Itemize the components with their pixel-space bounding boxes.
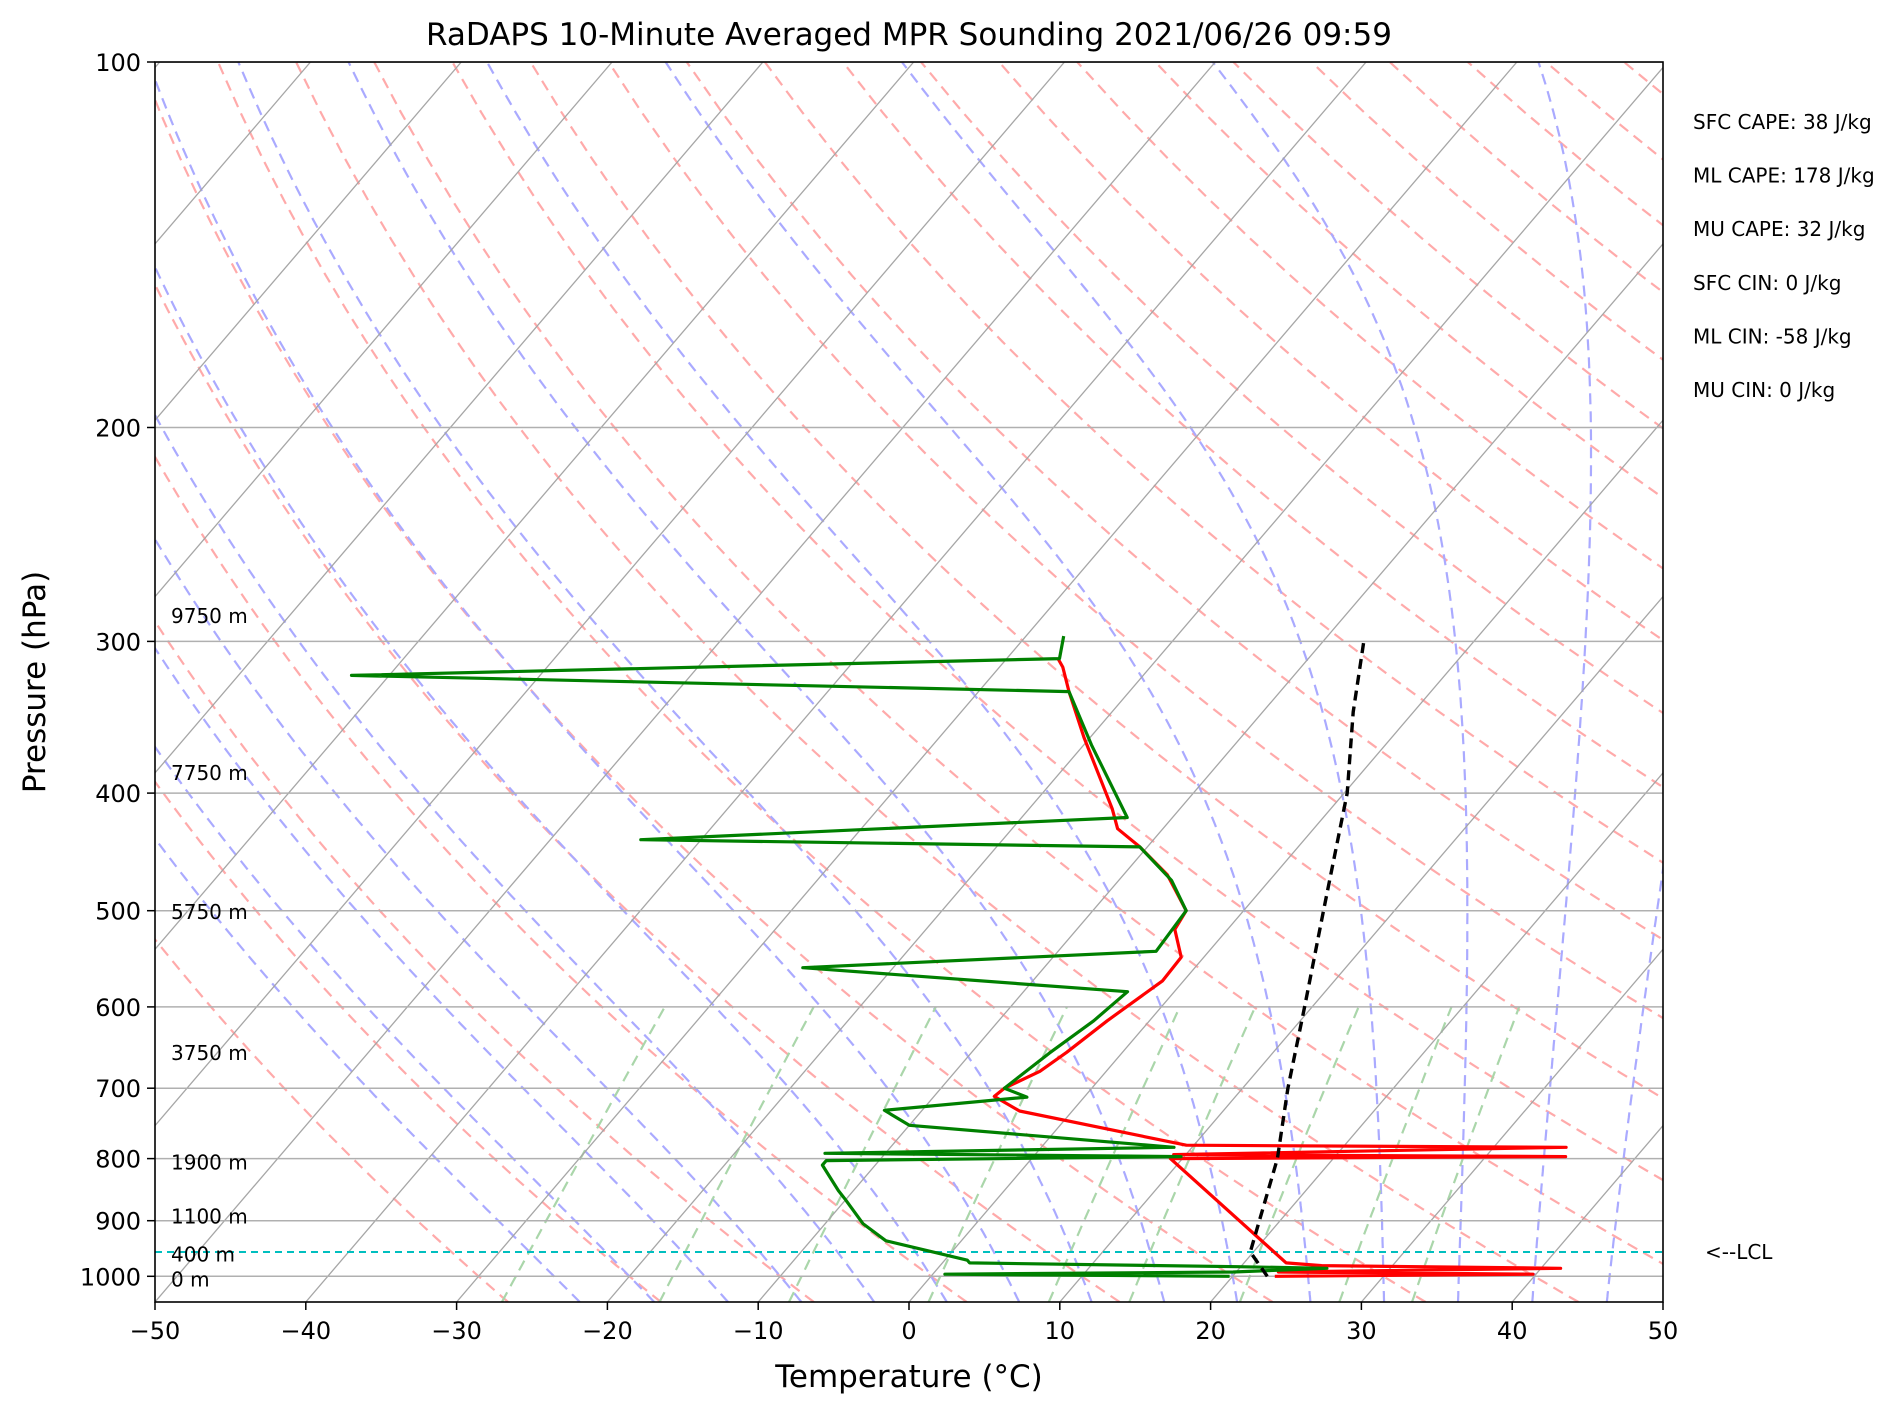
height-label: 1900 m [171, 1151, 248, 1175]
isotherm [155, 62, 462, 422]
y-axis: 100 200 300 400 500 600 700 800 900 1000 [80, 49, 155, 1291]
isotherm [1210, 771, 1663, 1302]
lcl-label: <--LCL [1705, 1240, 1773, 1264]
height-label: 9750 m [171, 604, 248, 628]
mixing-ratio-line [1128, 1006, 1257, 1302]
mixing-ratio-line [1410, 1006, 1521, 1302]
height-label: 1100 m [171, 1205, 248, 1229]
y-tick-label: 100 [95, 49, 141, 77]
dry-adiabat [373, 62, 1663, 1266]
dry-adiabat [155, 96, 1274, 1302]
dry-adiabat [155, 937, 509, 1302]
height-label: 0 m [171, 1267, 210, 1291]
y-axis-label: Pressure (hPa) [17, 571, 53, 793]
moist-adiabat [664, 62, 1312, 1302]
moist-adiabat [1531, 62, 1593, 1302]
isotherm [155, 62, 764, 774]
height-label: 3750 m [171, 1041, 248, 1065]
mixing-ratio-line [788, 1006, 937, 1302]
y-tick-label: 500 [95, 898, 141, 926]
dry-adiabat [216, 62, 1427, 1302]
moist-adiabat [155, 537, 803, 1302]
isotherm [155, 62, 1065, 1127]
moist-adiabat [237, 62, 1093, 1302]
isotherm [155, 62, 915, 951]
dry-adiabat [155, 779, 662, 1302]
stat-line: SFC CIN: 0 J/kg [1693, 271, 1841, 295]
isotherm [757, 242, 1663, 1302]
parcel-path-line [1248, 641, 1366, 1278]
stat-line: MU CIN: 0 J/kg [1693, 378, 1835, 402]
dry-adiabat [295, 62, 1580, 1302]
moist-adiabat [155, 836, 581, 1302]
isotherm [155, 62, 613, 598]
stat-line: ML CAPE: 178 J/kg [1693, 164, 1875, 188]
moist-adiabat [155, 412, 876, 1302]
mixing-ratio-line [1238, 1006, 1360, 1302]
isotherm [908, 419, 1663, 1302]
isotherm [1360, 948, 1663, 1302]
x-tick-label: 0 [901, 1317, 916, 1345]
y-tick-label: 600 [95, 994, 141, 1022]
x-axis: −50 −40 −30 −20 −10 0 10 20 30 40 50 [130, 1302, 1679, 1345]
moist-adiabat [1211, 62, 1469, 1302]
x-tick-label: −30 [431, 1317, 482, 1345]
dry-adiabat [842, 62, 1663, 789]
moist-adiabat [155, 745, 655, 1302]
y-tick-label: 900 [95, 1208, 141, 1236]
y-tick-label: 300 [95, 628, 141, 656]
dry-adiabat [685, 62, 1663, 941]
sounding-profiles [349, 635, 1568, 1278]
y-tick-label: 400 [95, 780, 141, 808]
x-tick-label: −50 [130, 1317, 181, 1345]
y-tick-label: 200 [95, 415, 141, 443]
x-tick-label: 10 [1045, 1317, 1076, 1345]
isotherm [606, 66, 1663, 1302]
moist-adiabat [155, 646, 729, 1302]
dry-adiabat [451, 62, 1663, 1182]
y-tick-label: 800 [95, 1146, 141, 1174]
moist-adiabat [486, 62, 1239, 1302]
isotherm [1059, 595, 1663, 1302]
mixing-ratio-line [927, 1006, 1068, 1302]
dry-adiabat [998, 62, 1663, 642]
mixing-ratio-line [1338, 1006, 1453, 1302]
isotherm [305, 62, 1367, 1302]
x-tick-label: 50 [1648, 1317, 1679, 1345]
lcl-group: <--LCL [155, 1240, 1773, 1264]
y-tick-label: 700 [95, 1075, 141, 1103]
x-tick-label: −40 [280, 1317, 331, 1345]
stat-line: SFC CAPE: 38 J/kg [1693, 110, 1872, 134]
x-tick-label: −10 [733, 1317, 784, 1345]
x-tick-label: 20 [1195, 1317, 1226, 1345]
height-label: 7750 m [171, 761, 248, 785]
x-tick-label: 40 [1497, 1317, 1528, 1345]
dry-adiabat [155, 454, 968, 1302]
mixing-ratio-line [500, 1006, 666, 1302]
height-label: 400 m [171, 1243, 235, 1267]
height-labels: 9750 m 7750 m 5750 m 3750 m 1900 m 1100 m 400 … [171, 604, 248, 1291]
isotherm [456, 62, 1518, 1302]
stat-line: MU CAPE: 32 J/kg [1693, 217, 1865, 241]
chart-title: RaDAPS 10-Minute Averaged MPR Sounding 2… [426, 17, 1392, 53]
moist-adiabat [155, 76, 1021, 1302]
y-tick-label: 1000 [80, 1263, 141, 1291]
x-tick-label: −20 [582, 1317, 633, 1345]
x-tick-label: 30 [1346, 1317, 1377, 1345]
temperature-line [992, 657, 1568, 1278]
stat-line: ML CIN: -58 J/kg [1693, 324, 1852, 348]
x-axis-label: Temperature (°C) [774, 1359, 1043, 1395]
stability-indices: SFC CAPE: 38 J/kg ML CAPE: 178 J/kg MU CAP… [1693, 110, 1875, 402]
dry-adiabat [155, 282, 1121, 1302]
height-label: 5750 m [171, 900, 248, 924]
mixing-ratio-line [658, 1006, 815, 1302]
dewpoint-line [349, 635, 1329, 1278]
dry-adiabat [607, 62, 1663, 1020]
